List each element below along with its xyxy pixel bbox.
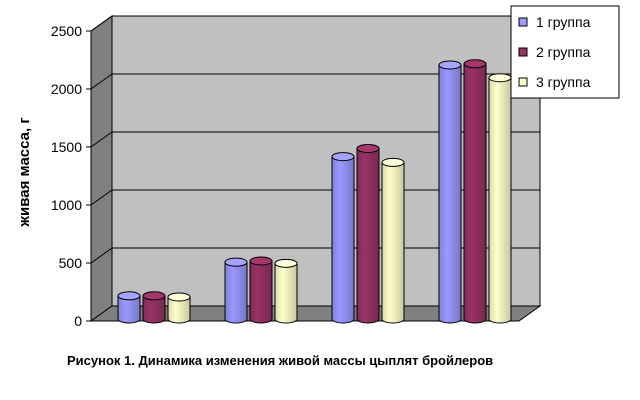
bar-body [249,260,273,324]
y-tick-label: 0 [74,313,82,329]
bar-body [274,262,298,324]
bar-body [224,261,248,324]
bar-top [142,291,166,301]
gridline-side [90,189,113,206]
bar-body [438,64,462,324]
y-tick-label: 2500 [51,23,82,39]
bar [381,157,405,324]
bar-body [167,296,191,324]
gridline-side [90,15,113,32]
gridline-side [90,247,113,264]
bar-body [356,147,380,324]
legend-swatch-3 [518,77,528,87]
bar [331,152,355,324]
bar-body [488,77,512,324]
legend-swatch-1 [518,17,528,27]
y-axis-label: живая масса, г [16,117,33,227]
bar [488,73,512,324]
bar-top [438,60,462,70]
bar-top [331,152,355,162]
bar-top [356,143,380,153]
bar [463,59,487,324]
y-axis-ticks: 0 500 1000 1500 2000 2500 [51,23,92,329]
bar-body [142,295,166,324]
legend-label-2: 2 группа [536,44,591,60]
gridline-side [90,73,113,90]
bar-top [167,292,191,302]
bar-body [381,161,405,324]
legend-label-3: 3 группа [536,74,591,90]
figure-caption: Рисунок 1. Динамика изменения живой масс… [67,353,493,368]
y-tick-label: 500 [59,255,83,271]
bar-top [488,73,512,83]
bar [438,60,462,324]
bar [249,256,273,324]
bars [117,59,512,324]
bar-body [463,63,487,324]
bar [356,143,380,324]
bar-top [224,257,248,267]
bar-top [117,291,141,301]
bar-top [381,157,405,167]
bar-body [331,156,355,324]
bar [167,292,191,324]
y-tick-label: 2000 [51,81,82,97]
legend-swatch-2 [518,47,528,57]
gridline-side [90,131,113,148]
y-tick-label: 1000 [51,197,82,213]
legend-label-1: 1 группа [536,14,591,30]
bar-top [463,59,487,69]
bar-top [249,256,273,266]
bar-body [117,295,141,324]
chart-side-wall [90,15,113,322]
bar [224,257,248,324]
bar-top [274,258,298,268]
legend: 1 группа 2 группа 3 группа [510,5,620,99]
bar [274,258,298,324]
bar [117,291,141,324]
y-tick-label: 1500 [51,139,82,155]
bar [142,291,166,324]
